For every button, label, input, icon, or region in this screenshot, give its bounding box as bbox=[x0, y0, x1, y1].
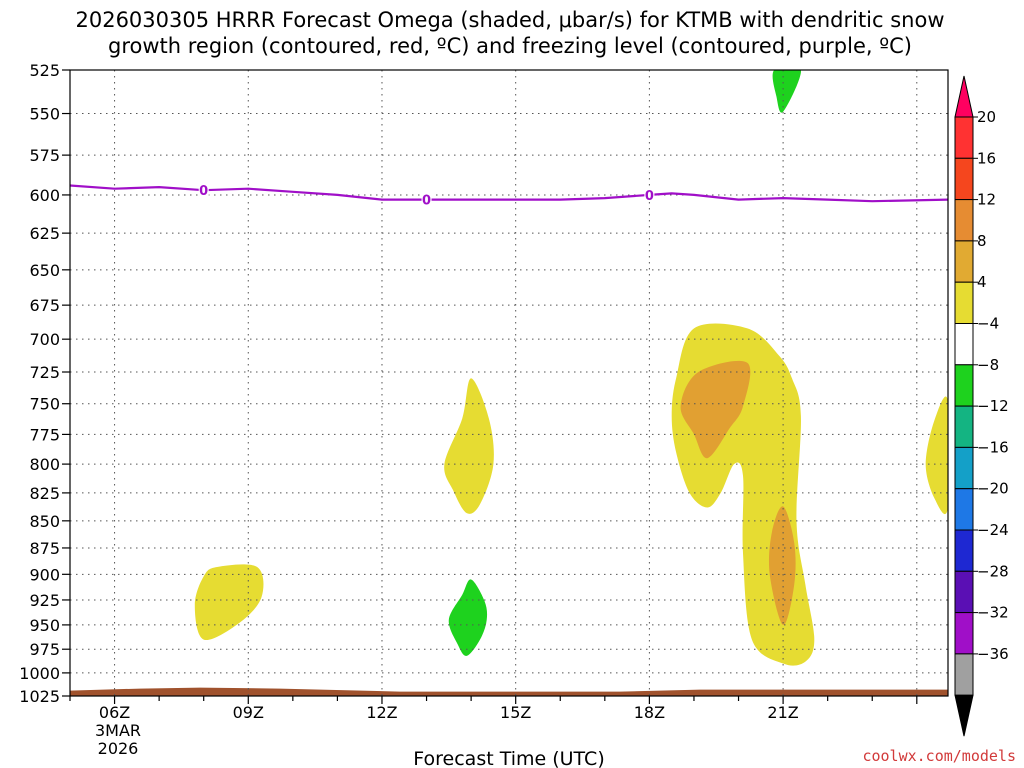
colorbar-bottom-arrow bbox=[954, 694, 974, 737]
freezing-level-contour: 0 0 0 bbox=[70, 183, 948, 209]
colorbar-label-4: 4 bbox=[977, 273, 987, 291]
y-tick-label-875: 875 bbox=[29, 539, 60, 558]
y-tick-label-900: 900 bbox=[29, 565, 60, 584]
terrain-surface bbox=[70, 687, 948, 696]
y-tick-label-575: 575 bbox=[29, 146, 60, 165]
colorbar-block-3 bbox=[954, 240, 974, 283]
y-tick-label-650: 650 bbox=[29, 261, 60, 280]
chart-title-line1: 2026030305 HRRR Forecast Omega (shaded, … bbox=[75, 8, 944, 32]
date-day-label: 3MAR bbox=[95, 721, 141, 740]
colorbar-block-8 bbox=[954, 446, 974, 490]
colorbar-block-4 bbox=[954, 281, 974, 325]
omega-region-ascent-1400z-945mb bbox=[448, 579, 488, 656]
freezing-label-2: 0 bbox=[645, 189, 654, 204]
colorbar-block-1 bbox=[954, 157, 974, 201]
y-tick-label-525: 525 bbox=[29, 61, 60, 80]
x-tick-label-06Z: 06Z bbox=[99, 703, 130, 722]
y-tick-label-1000: 1000 bbox=[19, 664, 60, 683]
x-tick-label-12Z: 12Z bbox=[366, 703, 397, 722]
omega-shaded-regions bbox=[194, 70, 948, 666]
x-axis-title: Forecast Time (UTC) bbox=[413, 748, 604, 768]
grid-lines bbox=[70, 70, 948, 696]
colorbar-block-13 bbox=[954, 653, 974, 696]
x-tick-label-15Z: 15Z bbox=[500, 703, 531, 722]
colorbar-block-6 bbox=[954, 364, 974, 407]
colorbar-block-10 bbox=[954, 529, 974, 572]
colorbar-label-6: −8 bbox=[977, 356, 999, 374]
y-tick-label-775: 775 bbox=[29, 425, 60, 444]
omega-region-max-1930z-760mb bbox=[680, 360, 751, 459]
y-tick-label-725: 725 bbox=[29, 363, 60, 382]
freezing-label-bg-0 bbox=[198, 183, 209, 197]
y-tick-label-625: 625 bbox=[29, 224, 60, 243]
x-tick-label-18Z: 18Z bbox=[634, 703, 665, 722]
y-tick-label-800: 800 bbox=[29, 455, 60, 474]
colorbar-label-0: 20 bbox=[977, 108, 996, 126]
colorbar-label-7: −12 bbox=[977, 397, 1009, 415]
terrain-layer bbox=[70, 687, 948, 696]
x-tick-label-09Z: 09Z bbox=[233, 703, 264, 722]
freezing-level-line bbox=[70, 184, 948, 203]
omega-region-max-2100z-900mb bbox=[768, 506, 796, 625]
colorbar-label-1: 16 bbox=[977, 149, 996, 167]
colorbar-block-7 bbox=[954, 405, 974, 448]
date-year-label: 2026 bbox=[98, 739, 139, 758]
y-tick-label-550: 550 bbox=[29, 105, 60, 124]
colorbar-top-arrow bbox=[954, 75, 974, 118]
chart-title-line2: growth region (contoured, red, ºC) and f… bbox=[108, 34, 912, 58]
credit-text: coolwx.com/models bbox=[862, 747, 1016, 765]
time-axis: 06Z 09Z 12Z 15Z 18Z 21Z bbox=[69, 696, 918, 722]
colorbar-label-8: −16 bbox=[977, 438, 1009, 456]
colorbar-label-12: −32 bbox=[977, 604, 1009, 622]
y-tick-label-1025: 1025 bbox=[19, 687, 60, 706]
y-tick-label-850: 850 bbox=[29, 512, 60, 531]
colorbar-block-0 bbox=[954, 116, 974, 159]
omega-region-rise-0800z-925mb bbox=[194, 564, 264, 641]
colorbar-block-2 bbox=[954, 199, 974, 242]
pressure-axis: 525 550 575 600 625 650 675 700 725 750 775 800 825 8… bbox=[19, 61, 70, 706]
plot-frame bbox=[69, 69, 949, 697]
omega-region-rise-2430z-790mb bbox=[925, 396, 948, 514]
freezing-label-bg-1 bbox=[421, 192, 432, 206]
omega-region-ascent-0920z-550mb bbox=[772, 70, 801, 113]
y-tick-label-700: 700 bbox=[29, 330, 60, 349]
freezing-label-0: 0 bbox=[199, 184, 208, 199]
colorbar-label-9: −20 bbox=[977, 480, 1009, 498]
colorbar-label-2: 12 bbox=[977, 191, 996, 209]
freezing-label-bg-2 bbox=[644, 187, 655, 201]
colorbar-block-9 bbox=[954, 488, 974, 531]
y-tick-label-675: 675 bbox=[29, 296, 60, 315]
colorbar-block-5 bbox=[954, 323, 974, 366]
colorbar-label-3: 8 bbox=[977, 232, 987, 250]
y-tick-label-950: 950 bbox=[29, 616, 60, 635]
x-tick-label-21Z: 21Z bbox=[767, 703, 798, 722]
y-tick-label-750: 750 bbox=[29, 395, 60, 414]
colorbar-label-5: −4 bbox=[977, 315, 999, 333]
omega-region-rise-1400z-790mb bbox=[444, 378, 494, 514]
y-tick-label-925: 925 bbox=[29, 591, 60, 610]
y-tick-label-975: 975 bbox=[29, 640, 60, 659]
y-tick-label-600: 600 bbox=[29, 186, 60, 205]
colorbar-label-11: −28 bbox=[977, 562, 1009, 580]
y-tick-label-825: 825 bbox=[29, 484, 60, 503]
colorbar-block-12 bbox=[954, 612, 974, 655]
colorbar-block-11 bbox=[954, 570, 974, 614]
colorbar-label-10: −24 bbox=[977, 521, 1009, 539]
colorbar-label-13: −36 bbox=[977, 645, 1009, 663]
freezing-label-1: 0 bbox=[422, 194, 431, 209]
colorbar: 20 16 12 8 4 −4 −8 −12 −16 −20 −24 −28 −32 −36 bbox=[954, 75, 1009, 737]
